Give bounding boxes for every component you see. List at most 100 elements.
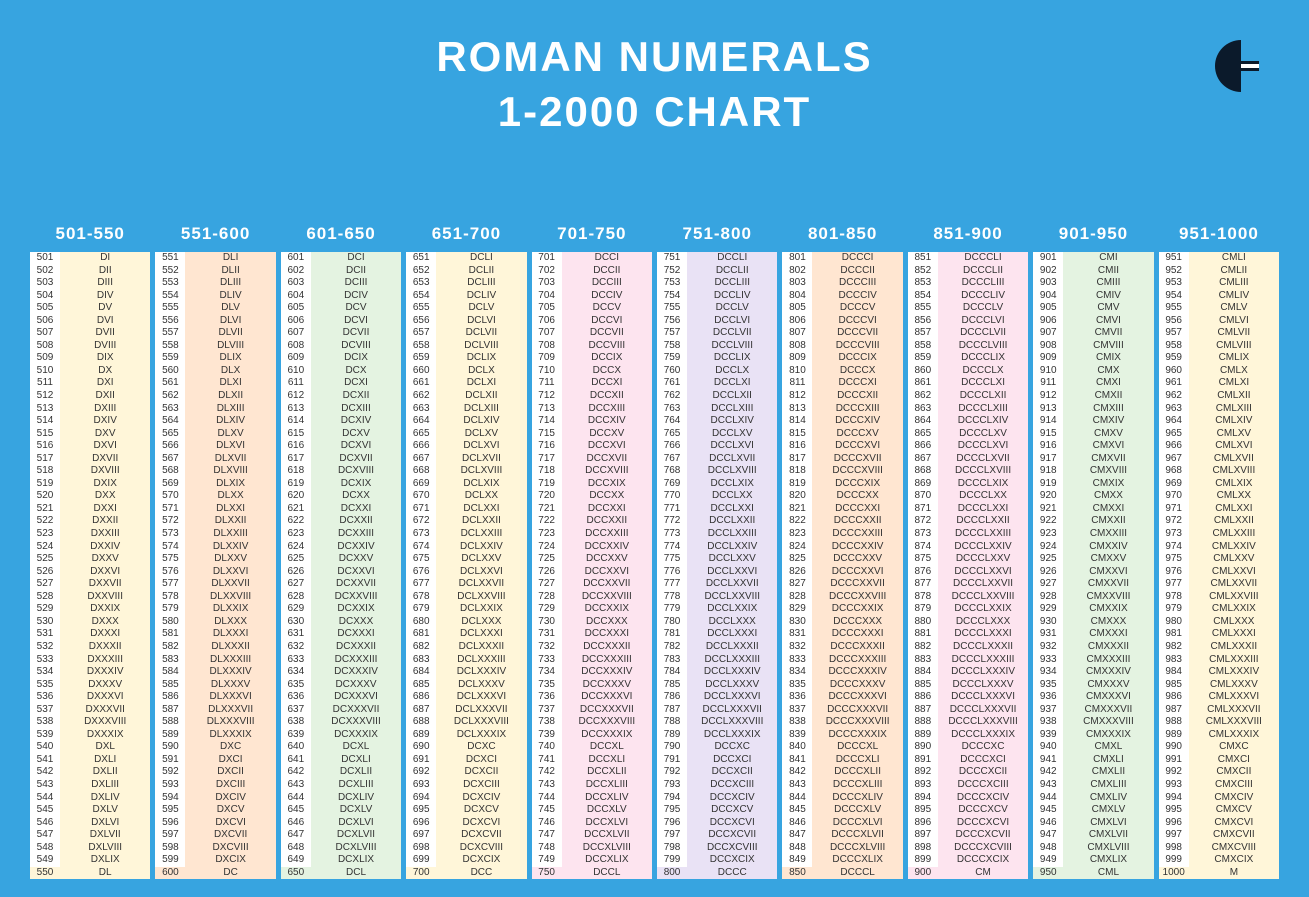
numeral-row: 751DCCLI	[657, 252, 777, 265]
numeral-row: 810DCCCX	[782, 365, 902, 378]
numeral-row: 714DCCXIV	[532, 415, 652, 428]
roman-numeral: DXIX	[60, 478, 150, 491]
numeral-row: 582DLXXXII	[155, 641, 275, 654]
numeral-row: 780DCCLXXX	[657, 616, 777, 629]
roman-numeral: DCC	[436, 867, 526, 880]
numeral-row: 520DXX	[30, 490, 150, 503]
numerals-column: 601-650601DCI602DCII603DCIII604DCIV605DC…	[281, 224, 401, 879]
numeral-row: 625DCXXV	[281, 553, 401, 566]
roman-numeral: DCII	[311, 265, 401, 278]
arabic-number: 596	[155, 817, 185, 830]
numeral-row: 638DCXXXVIII	[281, 716, 401, 729]
numeral-row: 972CMLXXII	[1159, 515, 1279, 528]
numeral-row: 699DCXCIX	[406, 854, 526, 867]
arabic-number: 544	[30, 792, 60, 805]
roman-numeral: DCLIII	[436, 277, 526, 290]
roman-numeral: DCCCIX	[812, 352, 902, 365]
arabic-number: 619	[281, 478, 311, 491]
roman-numeral: DCXC	[436, 741, 526, 754]
arabic-number: 547	[30, 829, 60, 842]
numeral-row: 588DLXXXVIII	[155, 716, 275, 729]
numeral-row: 659DCLIX	[406, 352, 526, 365]
roman-numeral: DCCCXXIX	[812, 603, 902, 616]
arabic-number: 748	[532, 842, 562, 855]
roman-numeral: DCCLXIII	[687, 403, 777, 416]
numeral-row: 944CMXLIV	[1033, 792, 1153, 805]
roman-numeral: DCCCXII	[812, 390, 902, 403]
roman-numeral: DXXXVII	[60, 704, 150, 717]
arabic-number: 725	[532, 553, 562, 566]
numeral-row: 701DCCI	[532, 252, 652, 265]
arabic-number: 756	[657, 315, 687, 328]
numeral-row: 604DCIV	[281, 290, 401, 303]
numeral-row: 880DCCCLXXX	[908, 616, 1028, 629]
numeral-row: 735DCCXXXV	[532, 679, 652, 692]
arabic-number: 951	[1159, 252, 1189, 265]
numeral-row: 788DCCLXXXVIII	[657, 716, 777, 729]
roman-numeral: CMI	[1063, 252, 1153, 265]
arabic-number: 634	[281, 666, 311, 679]
numeral-row: 893DCCCXCIII	[908, 779, 1028, 792]
arabic-number: 831	[782, 628, 812, 641]
arabic-number: 966	[1159, 440, 1189, 453]
arabic-number: 590	[155, 741, 185, 754]
roman-numeral: DCCCXC	[938, 741, 1028, 754]
roman-numeral: DCCCLXXXV	[938, 679, 1028, 692]
roman-numeral: DCXXVII	[311, 578, 401, 591]
arabic-number: 815	[782, 428, 812, 441]
numeral-row: 666DCLXVI	[406, 440, 526, 453]
arabic-number: 875	[908, 553, 938, 566]
roman-numeral: DLXXVII	[185, 578, 275, 591]
arabic-number: 589	[155, 729, 185, 742]
roman-numeral: CMVI	[1063, 315, 1153, 328]
arabic-number: 698	[406, 842, 436, 855]
arabic-number: 506	[30, 315, 60, 328]
numeral-row: 722DCCXXII	[532, 515, 652, 528]
roman-numeral: CMXCVIII	[1189, 842, 1279, 855]
roman-numeral: DLXXXV	[185, 679, 275, 692]
numeral-row: 912CMXII	[1033, 390, 1153, 403]
roman-numeral: DCXCVI	[436, 817, 526, 830]
arabic-number: 949	[1033, 854, 1063, 867]
roman-numeral: DCCCLXXXVIII	[938, 716, 1028, 729]
arabic-number: 874	[908, 541, 938, 554]
numerals-column: 951-1000951CMLI952CMLII953CMLIII954CMLIV…	[1159, 224, 1279, 879]
roman-numeral: DLXXXI	[185, 628, 275, 641]
roman-numeral: DCCXXXVI	[562, 691, 652, 704]
arabic-number: 838	[782, 716, 812, 729]
roman-numeral: CMXXXVII	[1063, 704, 1153, 717]
numeral-row: 748DCCXLVIII	[532, 842, 652, 855]
numeral-row: 676DCLXXVI	[406, 566, 526, 579]
arabic-number: 844	[782, 792, 812, 805]
roman-numeral: DCCVII	[562, 327, 652, 340]
numeral-row: 538DXXXVIII	[30, 716, 150, 729]
numeral-row: 657DCLVII	[406, 327, 526, 340]
arabic-number: 677	[406, 578, 436, 591]
numeral-row: 514DXIV	[30, 415, 150, 428]
numeral-row: 811DCCCXI	[782, 377, 902, 390]
roman-numeral: DCCXXXIII	[562, 654, 652, 667]
arabic-number: 814	[782, 415, 812, 428]
arabic-number: 553	[155, 277, 185, 290]
roman-numeral: DXLVI	[60, 817, 150, 830]
roman-numeral: DCCLXXV	[687, 553, 777, 566]
roman-numeral: DCCXVII	[562, 453, 652, 466]
numeral-row: 947CMXLVII	[1033, 829, 1153, 842]
roman-numeral: DCCXL	[562, 741, 652, 754]
arabic-number: 584	[155, 666, 185, 679]
numeral-row: 817DCCCXVII	[782, 453, 902, 466]
arabic-number: 554	[155, 290, 185, 303]
numeral-row: 951CMLI	[1159, 252, 1279, 265]
roman-numeral: DCCXVIII	[562, 465, 652, 478]
numeral-row: 693DCXCIII	[406, 779, 526, 792]
arabic-number: 858	[908, 340, 938, 353]
arabic-number: 784	[657, 666, 687, 679]
roman-numeral: DXXXIX	[60, 729, 150, 742]
numeral-row: 770DCCLXX	[657, 490, 777, 503]
numeral-row: 977CMLXXVII	[1159, 578, 1279, 591]
roman-numeral: CMLI	[1189, 252, 1279, 265]
arabic-number: 659	[406, 352, 436, 365]
numeral-row: 584DLXXXIV	[155, 666, 275, 679]
arabic-number: 781	[657, 628, 687, 641]
arabic-number: 855	[908, 302, 938, 315]
